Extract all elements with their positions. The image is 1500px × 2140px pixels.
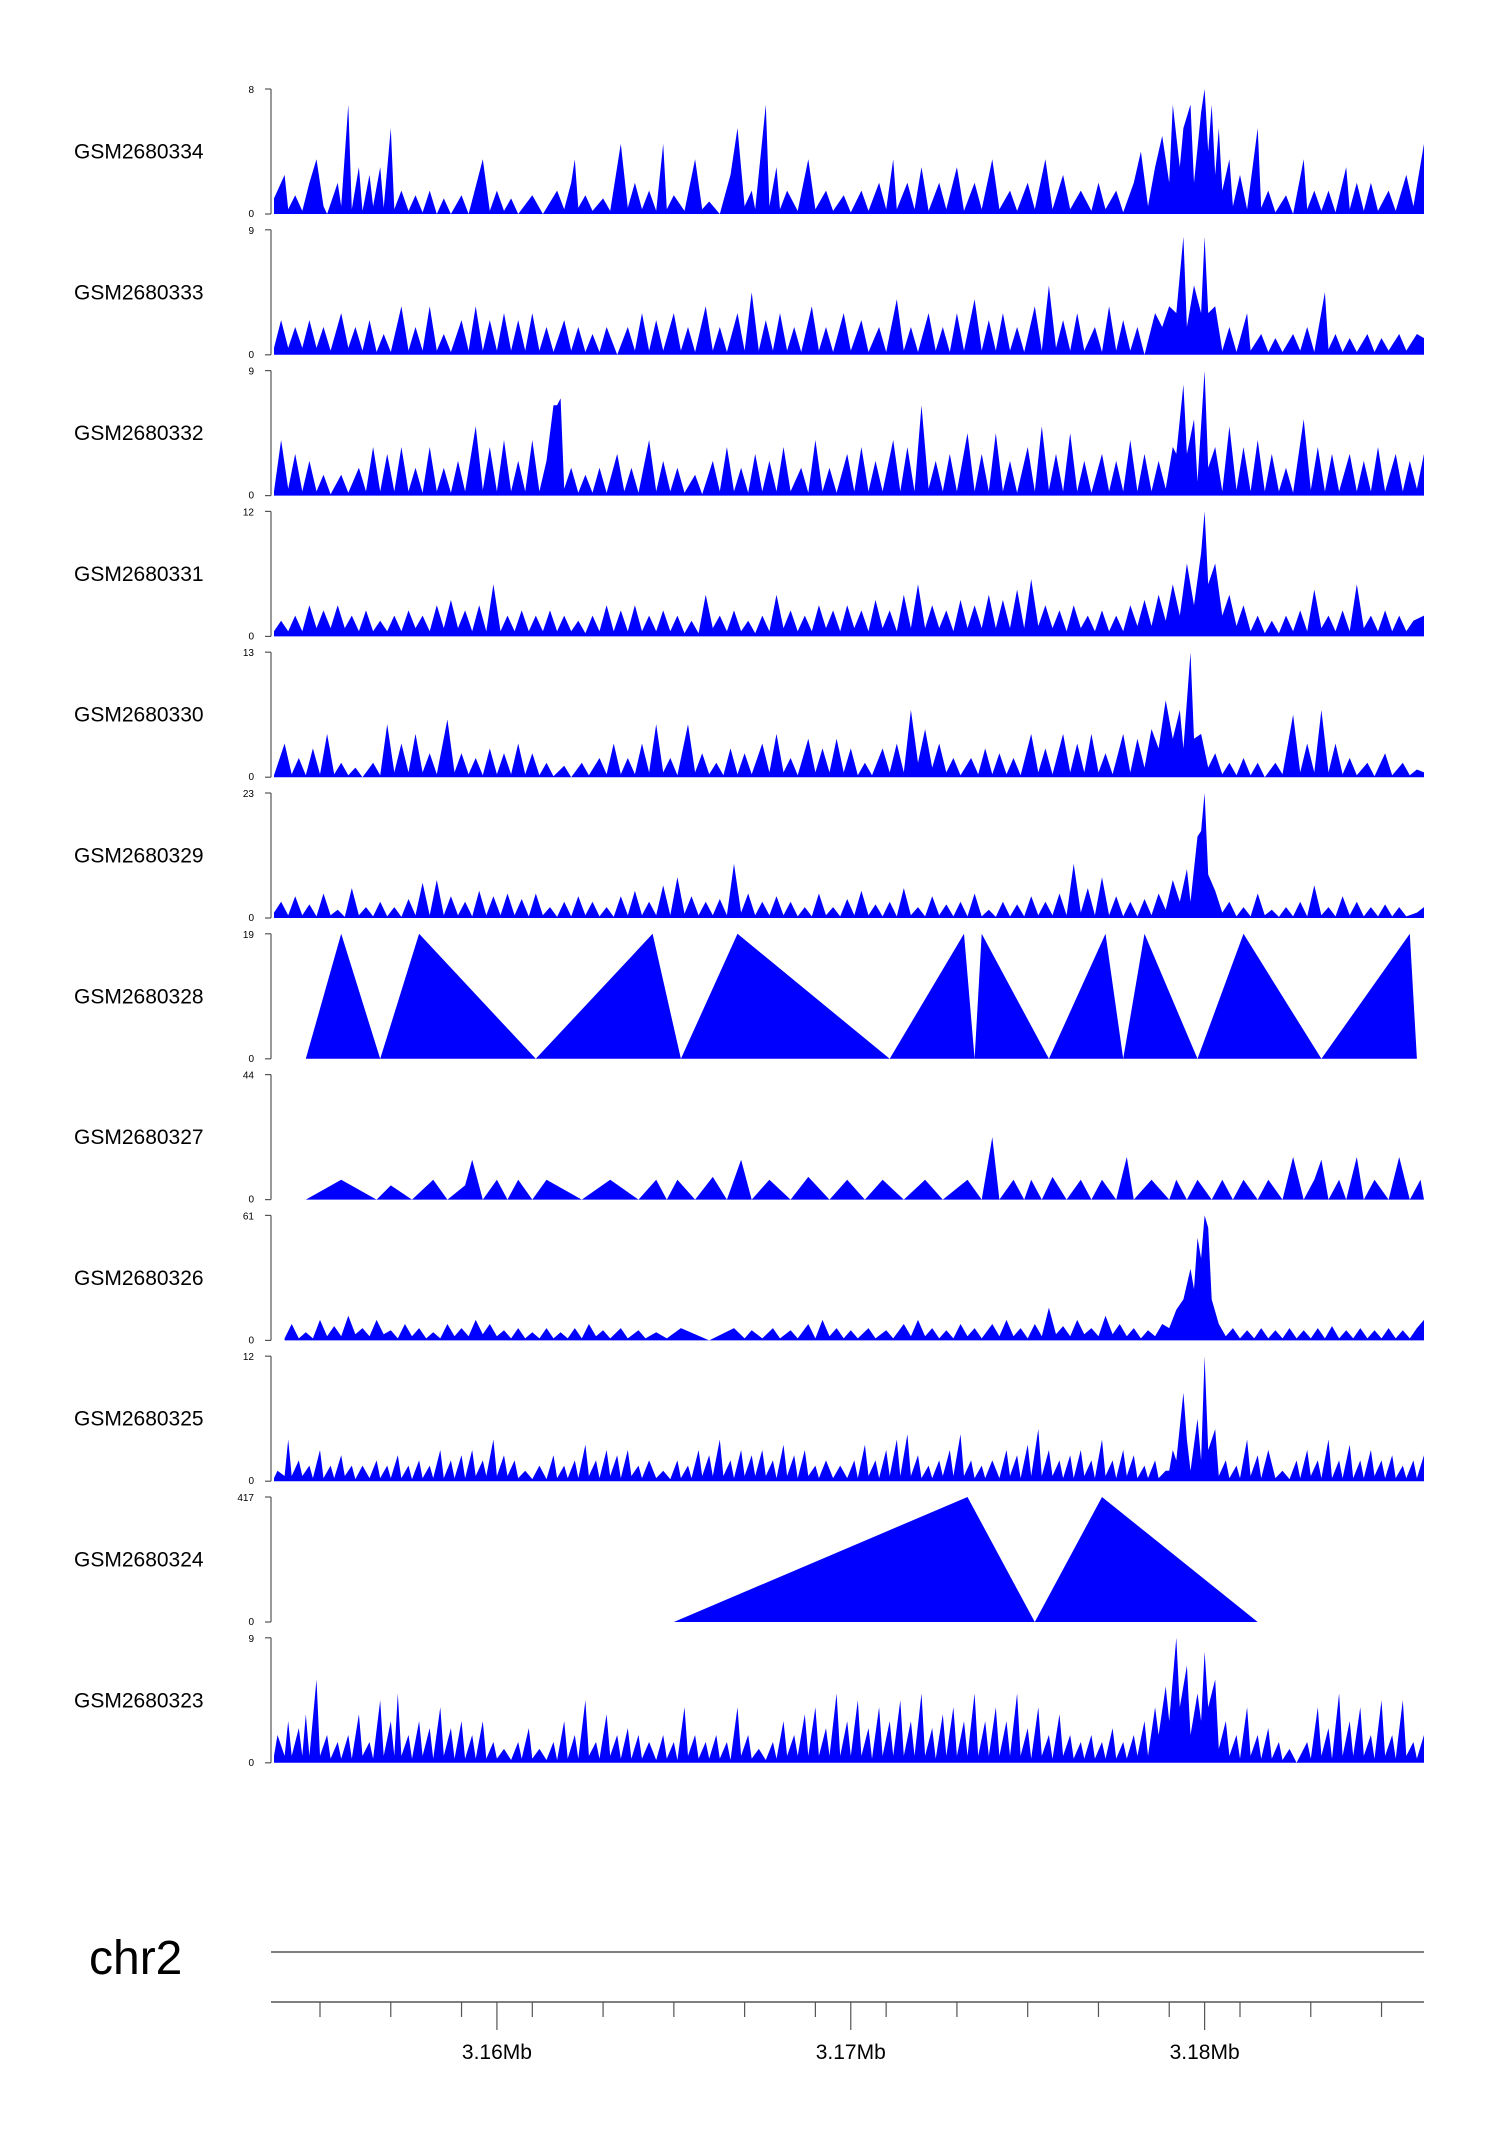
track-label: GSM2680332: [74, 422, 204, 445]
track-GSM2680324: GSM2680324 417 0: [74, 1493, 1258, 1628]
y-tick-label-max: 9: [248, 1634, 254, 1645]
y-tick-label-max: 9: [248, 367, 254, 378]
track-label: GSM2680333: [74, 281, 204, 304]
signal-area: [274, 652, 1424, 778]
y-tick-label-zero: 0: [248, 1476, 254, 1487]
track-GSM2680325: GSM2680325 12 0: [74, 1352, 1424, 1487]
track-label: GSM2680325: [74, 1408, 204, 1431]
track-label: GSM2680324: [74, 1549, 204, 1572]
signal-area: [305, 1137, 1424, 1200]
track-GSM2680326: GSM2680326 61 0: [74, 1211, 1425, 1346]
track-GSM2680331: GSM2680331 12 0: [74, 507, 1424, 642]
y-tick-label-max: 8: [248, 85, 254, 96]
axis-ticks: 3.16Mb 3.17Mb 3.18Mb: [319, 2002, 1383, 2064]
track-label: GSM2680330: [74, 704, 204, 727]
y-tick-label-zero: 0: [248, 1758, 254, 1769]
y-tick-label-zero: 0: [248, 1617, 254, 1628]
y-tick-label-max: 61: [243, 1211, 255, 1222]
track-GSM2680328: GSM2680328 19 0: [74, 930, 1417, 1065]
x-tick-label: 3.18Mb: [1170, 2041, 1240, 2064]
track-label: GSM2680328: [74, 985, 204, 1008]
genome-axis: chr2 3.16Mb 3.17Mb 3.18Mb: [89, 1932, 1424, 2064]
y-tick-label-max: 417: [237, 1493, 254, 1504]
x-tick-label: 3.17Mb: [816, 2041, 886, 2064]
y-tick-label-max: 44: [243, 1071, 255, 1082]
track-GSM2680323: GSM2680323 9 0: [74, 1634, 1424, 1769]
y-tick-label-zero: 0: [248, 772, 254, 783]
chromosome-label: chr2: [89, 1932, 182, 1985]
y-tick-label-zero: 0: [248, 631, 254, 642]
signal-area: [673, 1497, 1258, 1622]
y-tick-label-zero: 0: [248, 1335, 254, 1346]
signal-area: [274, 370, 1424, 496]
y-tick-label-max: 13: [243, 648, 255, 659]
y-tick-label-zero: 0: [248, 913, 254, 924]
signal-area: [274, 236, 1424, 355]
signal-tracks: GSM268033480GSM268033390GSM268033290GSM2…: [74, 85, 1425, 1769]
y-tick-label-zero: 0: [248, 209, 254, 220]
y-tick-label-max: 12: [243, 1352, 255, 1363]
signal-area: [284, 1215, 1425, 1341]
track-GSM2680333: GSM2680333 9 0: [74, 226, 1424, 361]
signal-area: [274, 793, 1424, 918]
signal-area: [274, 511, 1424, 637]
track-GSM2680330: GSM2680330 13 0: [74, 648, 1424, 783]
y-tick-label-max: 19: [243, 930, 255, 941]
track-GSM2680334: GSM2680334 8 0: [74, 85, 1424, 220]
track-label: GSM2680331: [74, 563, 204, 586]
track-label: GSM2680334: [74, 141, 204, 164]
y-tick-label-max: 9: [248, 226, 254, 237]
track-label: GSM2680323: [74, 1689, 204, 1712]
track-GSM2680329: GSM2680329 23 0: [74, 789, 1424, 924]
signal-area: [305, 933, 1417, 1059]
track-label: GSM2680326: [74, 1267, 204, 1290]
track-GSM2680327: GSM2680327 44 0: [74, 1071, 1424, 1206]
y-tick-label-max: 23: [243, 789, 255, 800]
track-label: GSM2680327: [74, 1126, 204, 1149]
y-tick-label-zero: 0: [248, 1195, 254, 1206]
track-GSM2680332: GSM2680332 9 0: [74, 367, 1424, 502]
signal-area: [274, 89, 1424, 214]
y-tick-label-zero: 0: [248, 350, 254, 361]
signal-area: [274, 1637, 1424, 1763]
y-tick-label-zero: 0: [248, 1054, 254, 1065]
signal-area: [274, 1356, 1424, 1482]
x-tick-label: 3.16Mb: [462, 2041, 532, 2064]
y-tick-label-zero: 0: [248, 491, 254, 502]
track-label: GSM2680329: [74, 845, 204, 868]
y-tick-label-max: 12: [243, 507, 255, 518]
